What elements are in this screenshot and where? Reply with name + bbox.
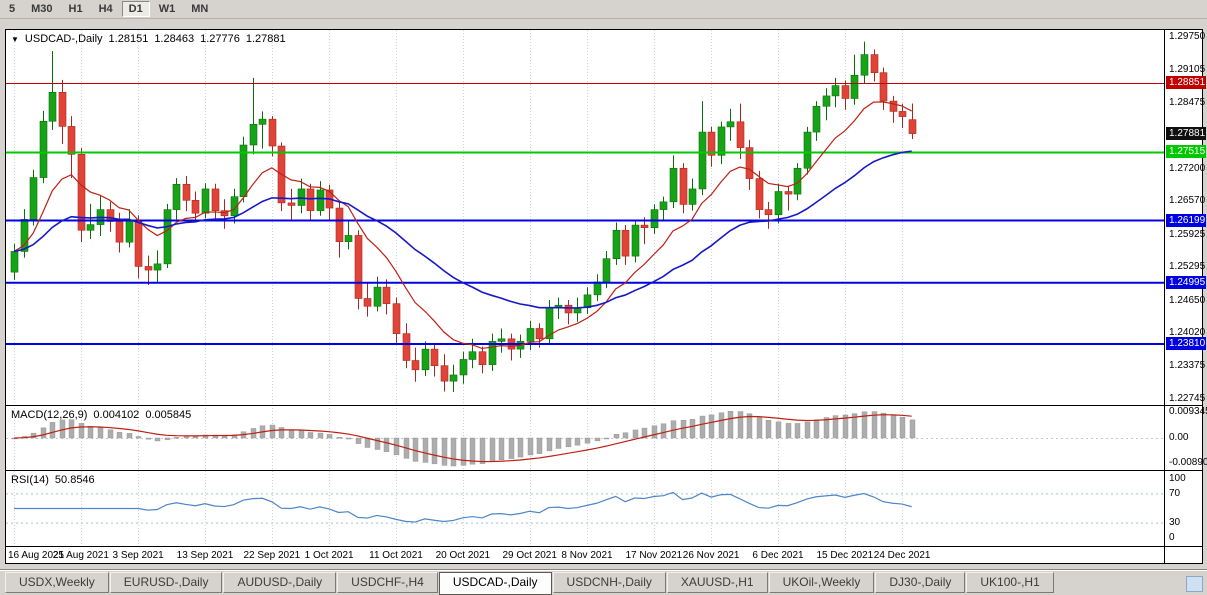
macd-scale-label: 0.009345 xyxy=(1169,406,1207,417)
chart-tab-ukoil-weekly[interactable]: UKOil-,Weekly xyxy=(768,572,875,593)
price-scale-label: 1.29105 xyxy=(1169,64,1206,76)
price-tag-current-price: 1.27881 xyxy=(1166,126,1206,140)
ma-slow-line xyxy=(13,150,912,309)
rsi-scale-label: 100 xyxy=(1169,473,1186,484)
timeframe-button-d1[interactable]: D1 xyxy=(121,1,150,17)
chart-tab-dj30-daily[interactable]: DJ30-,Daily xyxy=(875,572,966,593)
chart-tab-usdcnh-daily[interactable]: USDCNH-,Daily xyxy=(552,572,666,593)
macd-signal-line xyxy=(13,414,912,463)
ohlc-open: 1.28151 xyxy=(108,33,149,45)
macd-scale-label: 0.00 xyxy=(1169,432,1189,443)
timeframe-button-5[interactable]: 5 xyxy=(9,3,16,15)
time-scale-label: 26 Nov 2021 xyxy=(682,550,740,561)
ohlc-low: 1.27776 xyxy=(200,33,240,45)
ma-fast-line xyxy=(13,101,912,350)
time-scale-label: 17 Nov 2021 xyxy=(625,550,683,561)
ohlc-close: 1.27881 xyxy=(245,33,286,45)
pane-borders xyxy=(5,29,1203,564)
chart-plot-area[interactable] xyxy=(6,30,1164,405)
tabbar-scroll-thumb[interactable] xyxy=(1186,576,1203,592)
timeframe-button-mn[interactable]: MN xyxy=(191,3,209,15)
price-scale-label: 1.25295 xyxy=(1169,261,1206,273)
time-scale-label: 29 Oct 2021 xyxy=(502,550,557,561)
chart-background xyxy=(5,29,1203,563)
chart-tab-xauusd-h1[interactable]: XAUUSD-,H1 xyxy=(666,572,768,593)
time-scale-label: 24 Dec 2021 xyxy=(873,550,931,561)
time-scale-label: 13 Sep 2021 xyxy=(176,550,234,561)
price-scale-label: 1.24650 xyxy=(1169,294,1206,306)
macd-scale-label: -0.00890 xyxy=(1169,457,1207,468)
chart-tab-usdcad-daily[interactable]: USDCAD-,Daily xyxy=(438,572,552,595)
timeframe-button-h1[interactable]: H1 xyxy=(68,3,83,15)
price-tag-level: 1.28851 xyxy=(1166,76,1206,90)
macd-histogram xyxy=(11,410,916,467)
chart-tab-usdx-weekly[interactable]: USDX,Weekly xyxy=(5,572,109,593)
price-scale-label: 1.27200 xyxy=(1169,162,1206,174)
rsi-line xyxy=(14,491,912,523)
timeframes-toolbar: 5 M30 H1 H4 D1 W1 MN xyxy=(0,0,1207,19)
timeframe-button-m30[interactable]: M30 xyxy=(31,3,53,15)
time-scale-label: 6 Dec 2021 xyxy=(752,550,804,561)
symbol-dropdown-icon[interactable]: ▼ xyxy=(11,34,19,44)
rsi-scale-label: 70 xyxy=(1169,488,1181,499)
chart-tab-usdchf-h4[interactable]: USDCHF-,H4 xyxy=(337,572,438,593)
time-scale-label: 15 Dec 2021 xyxy=(816,550,874,561)
time-scale-label: 20 Oct 2021 xyxy=(435,550,491,561)
rsi-scale-label: 0 xyxy=(1169,532,1175,543)
time-scale-label: 16 Aug 2021 xyxy=(8,550,65,561)
rsi-value: 50.8546 xyxy=(54,474,95,486)
timeframe-button-w1[interactable]: W1 xyxy=(158,3,176,15)
macd-signal-value: 0.005845 xyxy=(145,409,192,421)
time-scale-label: 8 Nov 2021 xyxy=(561,550,613,561)
price-tag-level: 1.27515 xyxy=(1166,145,1206,159)
price-scale-label: 1.29750 xyxy=(1169,31,1206,42)
price-scale-label: 1.24020 xyxy=(1169,327,1206,339)
price-tag-level: 1.26199 xyxy=(1166,213,1206,227)
rsi-scale-label: 30 xyxy=(1169,517,1181,528)
ohlc-high: 1.28463 xyxy=(154,33,195,45)
time-scale-label: 25 Aug 2021 xyxy=(52,550,109,561)
chart-tab-eurusd-daily[interactable]: EURUSD-,Daily xyxy=(109,572,223,593)
rsi-name: RSI(14) xyxy=(11,474,49,486)
macd-value: 0.004102 xyxy=(93,409,140,421)
timeframe-button-h4[interactable]: H4 xyxy=(98,3,113,15)
time-scale-label: 11 Oct 2021 xyxy=(369,550,423,561)
chart-info-line: ▼ USDCAD-,Daily 1.28151 1.28463 1.27776 … xyxy=(11,33,286,45)
chart-tabs-bar: USDX,Weekly EURUSD-,Daily AUDUSD-,Daily USD… xyxy=(0,570,1207,595)
macd-name: MACD(12,26,9) xyxy=(11,409,88,421)
time-scale-label: 3 Sep 2021 xyxy=(112,550,164,561)
macd-indicator-label: MACD(12,26,9) 0.004102 0.005845 xyxy=(11,409,191,421)
price-scale-label: 1.26570 xyxy=(1169,195,1206,207)
time-scale-label: 22 Sep 2021 xyxy=(243,550,301,561)
rsi-indicator-label: RSI(14) 50.8546 xyxy=(11,474,95,486)
price-scale-label: 1.25925 xyxy=(1169,228,1206,240)
price-scale-label: 1.23375 xyxy=(1169,360,1206,372)
price-scale-label: 1.28475 xyxy=(1169,96,1206,108)
time-scale-label: 1 Oct 2021 xyxy=(304,550,354,561)
price-tag-level: 1.24995 xyxy=(1166,275,1206,289)
chart-tab-uk100-h1[interactable]: UK100-,H1 xyxy=(966,572,1054,593)
grid-lines xyxy=(14,30,903,546)
chart-symbol-label: USDCAD-,Daily xyxy=(24,33,103,45)
price-scale-label: 1.22745 xyxy=(1169,393,1206,404)
price-tag-level: 1.23810 xyxy=(1166,336,1206,350)
chart-tab-audusd-daily[interactable]: AUDUSD-,Daily xyxy=(223,572,337,593)
